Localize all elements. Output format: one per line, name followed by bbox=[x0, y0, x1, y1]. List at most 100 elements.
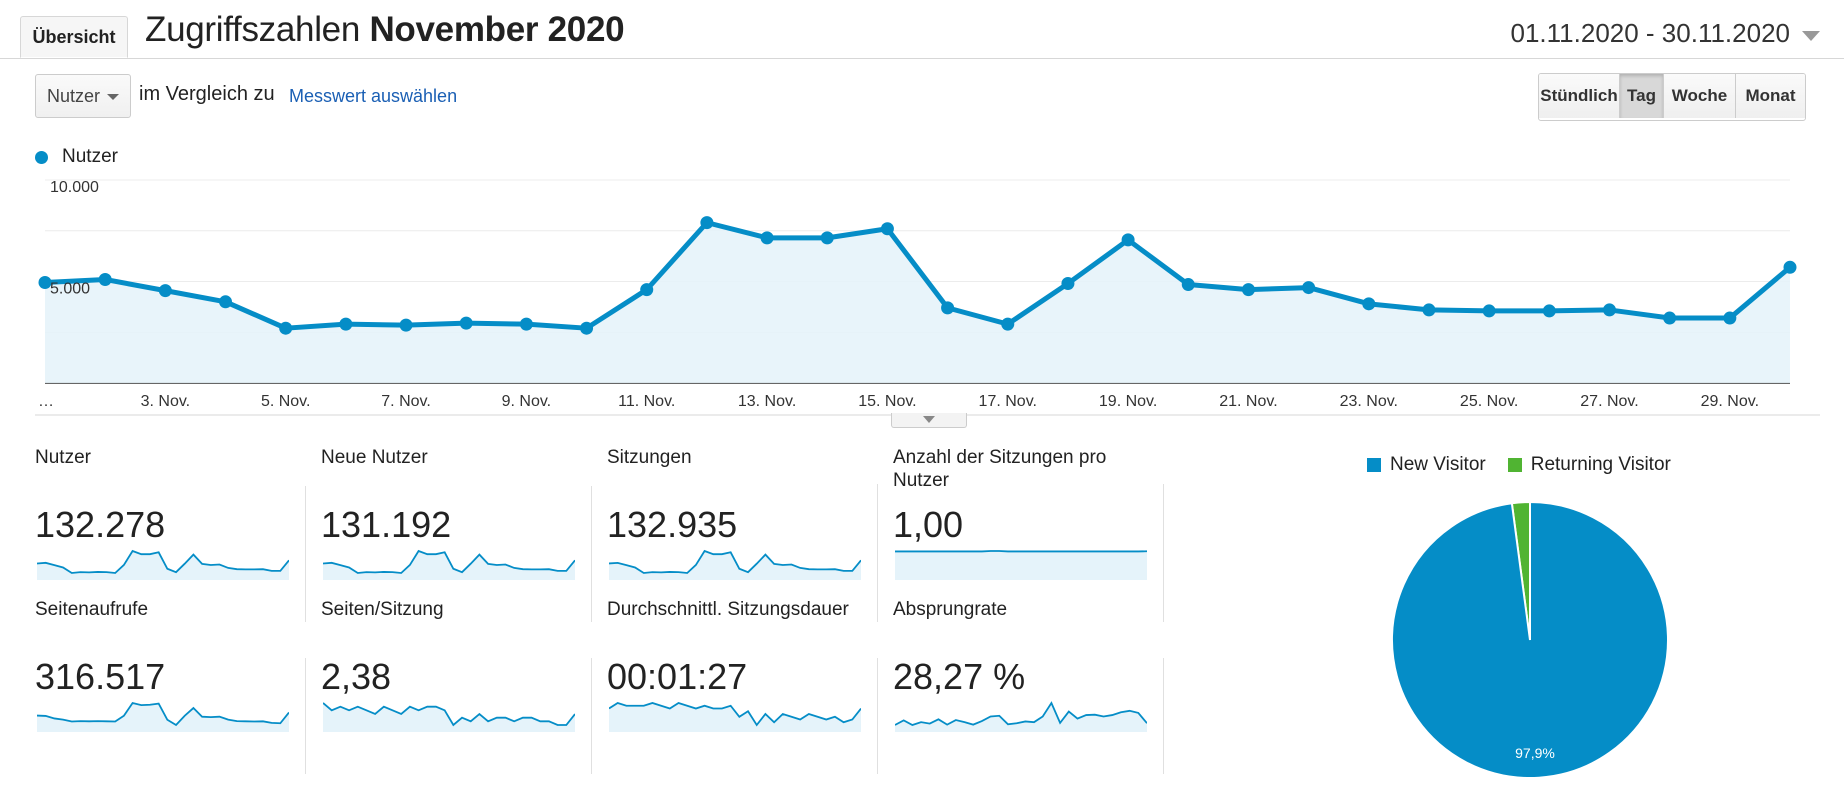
data-point[interactable] bbox=[1302, 281, 1316, 295]
metric-tile[interactable]: Absprungrate 28,27 % bbox=[893, 598, 1149, 768]
metric-tile[interactable]: Anzahl der Sitzungen pro Nutzer 1,00 bbox=[893, 446, 1149, 616]
metric-select-value: Nutzer bbox=[47, 85, 101, 106]
metric-label: Anzahl der Sitzungen pro Nutzer bbox=[893, 447, 1107, 491]
sparkline-area bbox=[323, 551, 575, 580]
tab-overview[interactable]: Übersicht bbox=[20, 16, 128, 58]
data-point[interactable] bbox=[1362, 297, 1376, 311]
data-point[interactable] bbox=[1241, 283, 1255, 297]
sparkline-line bbox=[323, 549, 575, 574]
data-point[interactable] bbox=[760, 231, 774, 245]
chart-collapse-toggle[interactable] bbox=[891, 413, 967, 428]
x-tick-label: … bbox=[38, 393, 54, 410]
title-prefix: Zugriffszahlen bbox=[145, 10, 360, 49]
pie-legend-label: New Visitor bbox=[1390, 454, 1486, 475]
metric-label: Seiten/Sitzung bbox=[321, 599, 444, 620]
metric-value: 28,27 % bbox=[893, 656, 1026, 697]
select-metric-link[interactable]: Messwert auswählen bbox=[289, 86, 458, 106]
y-tick-label: 5.000 bbox=[50, 281, 90, 298]
data-point[interactable] bbox=[1181, 278, 1195, 292]
metric-label: Durchschnittl. Sitzungsdauer bbox=[607, 599, 849, 620]
data-point[interactable] bbox=[1542, 304, 1556, 318]
x-tick-label: 15. Nov. bbox=[858, 393, 916, 410]
granularity-day-button[interactable]: Tag bbox=[1620, 74, 1664, 118]
sparkline-area bbox=[37, 551, 289, 580]
metric-tile[interactable]: Seiten/Sitzung 2,38 bbox=[321, 598, 577, 768]
granularity-hourly-button[interactable]: Stündlich bbox=[1539, 74, 1620, 118]
x-tick-label: 7. Nov. bbox=[381, 393, 431, 410]
metric-tile[interactable]: Neue Nutzer 131.192 bbox=[321, 446, 577, 616]
data-point[interactable] bbox=[1663, 311, 1677, 325]
users-line-chart: 10.000 5.000 … 3. Nov. 5. Nov. 7. Nov. 9. Nov.… bbox=[35, 179, 1820, 416]
metric-sparkline bbox=[895, 550, 1147, 580]
data-point[interactable] bbox=[1482, 304, 1496, 318]
data-point[interactable] bbox=[820, 231, 834, 245]
metric-value: 132.278 bbox=[35, 504, 166, 545]
metric-tile[interactable]: Sitzungen 132.935 bbox=[607, 446, 863, 616]
data-point[interactable] bbox=[279, 321, 293, 335]
data-point[interactable] bbox=[941, 301, 955, 315]
pie-legend-new-visitor: New Visitor bbox=[1367, 454, 1486, 476]
data-point[interactable] bbox=[519, 317, 533, 331]
legend-label: Nutzer bbox=[62, 146, 118, 167]
data-point[interactable] bbox=[38, 276, 52, 290]
data-point[interactable] bbox=[399, 318, 413, 332]
chart-legend: Nutzer bbox=[35, 146, 118, 168]
data-point[interactable] bbox=[640, 283, 654, 297]
x-tick-label: 13. Nov. bbox=[738, 393, 796, 410]
x-tick-label: 9. Nov. bbox=[502, 393, 552, 410]
metric-label: Seitenaufrufe bbox=[35, 599, 149, 620]
granularity-month-button[interactable]: Monat bbox=[1736, 74, 1805, 118]
data-point[interactable] bbox=[339, 317, 353, 331]
metric-sparkline bbox=[37, 701, 289, 732]
x-tick-label: 25. Nov. bbox=[1460, 393, 1518, 410]
metric-separator bbox=[877, 484, 878, 622]
data-point[interactable] bbox=[580, 321, 594, 335]
data-point[interactable] bbox=[1121, 233, 1135, 247]
data-point[interactable] bbox=[1783, 260, 1797, 274]
data-point[interactable] bbox=[1422, 303, 1436, 317]
title-month: November 2020 bbox=[369, 10, 625, 49]
metric-separator bbox=[1163, 484, 1164, 622]
data-point[interactable] bbox=[459, 316, 473, 330]
metric-sparkline bbox=[895, 701, 1147, 732]
data-point[interactable] bbox=[1001, 317, 1015, 331]
sparkline-area bbox=[895, 551, 1147, 580]
x-tick-label: 21. Nov. bbox=[1219, 393, 1277, 410]
data-point[interactable] bbox=[700, 216, 714, 230]
data-point[interactable] bbox=[98, 272, 112, 286]
data-point[interactable] bbox=[219, 295, 233, 309]
metric-sparkline bbox=[37, 549, 289, 580]
sparkline-area bbox=[609, 703, 861, 732]
metric-tile[interactable]: Durchschnittl. Sitzungsdauer 00:01:27 bbox=[607, 598, 863, 768]
x-tick-label: 11. Nov. bbox=[618, 393, 675, 410]
metric-select[interactable]: Nutzer bbox=[35, 74, 131, 118]
sparkline-line bbox=[323, 702, 575, 727]
date-range-picker[interactable]: 01.11.2020 - 30.11.2020 bbox=[1511, 18, 1820, 49]
data-point[interactable] bbox=[158, 284, 172, 298]
metric-tile[interactable]: Nutzer 132.278 bbox=[35, 446, 291, 616]
visitor-pie-chart: 97,9% bbox=[1391, 500, 1669, 779]
sparkline-area bbox=[609, 551, 861, 580]
data-point[interactable] bbox=[1723, 311, 1737, 325]
pie-legend-label: Returning Visitor bbox=[1530, 454, 1671, 475]
granularity-week-button[interactable]: Woche bbox=[1664, 74, 1736, 118]
metric-separator bbox=[591, 658, 592, 774]
pie-legend-returning-visitor: Returning Visitor bbox=[1507, 454, 1671, 476]
metric-tile[interactable]: Seitenaufrufe 316.517 bbox=[35, 598, 291, 768]
chevron-down-icon bbox=[107, 94, 119, 100]
metric-separator bbox=[1163, 658, 1164, 774]
legend-square-icon bbox=[1367, 458, 1381, 472]
series-line bbox=[44, 220, 1792, 331]
data-point[interactable] bbox=[1061, 277, 1075, 291]
chevron-down-icon bbox=[1802, 30, 1820, 41]
data-point[interactable] bbox=[880, 222, 894, 236]
metric-sparkline bbox=[609, 549, 861, 580]
compare-text: im Vergleich zu bbox=[139, 83, 275, 105]
data-point[interactable] bbox=[1602, 303, 1616, 317]
metric-sparkline bbox=[323, 702, 575, 732]
pie-slice-label: 97,9% bbox=[1515, 745, 1555, 761]
metric-separator bbox=[877, 658, 878, 774]
x-tick-label: 29. Nov. bbox=[1701, 393, 1759, 410]
metric-value: 1,00 bbox=[893, 504, 964, 545]
pie-slice-new-visitor[interactable] bbox=[1391, 500, 1669, 779]
